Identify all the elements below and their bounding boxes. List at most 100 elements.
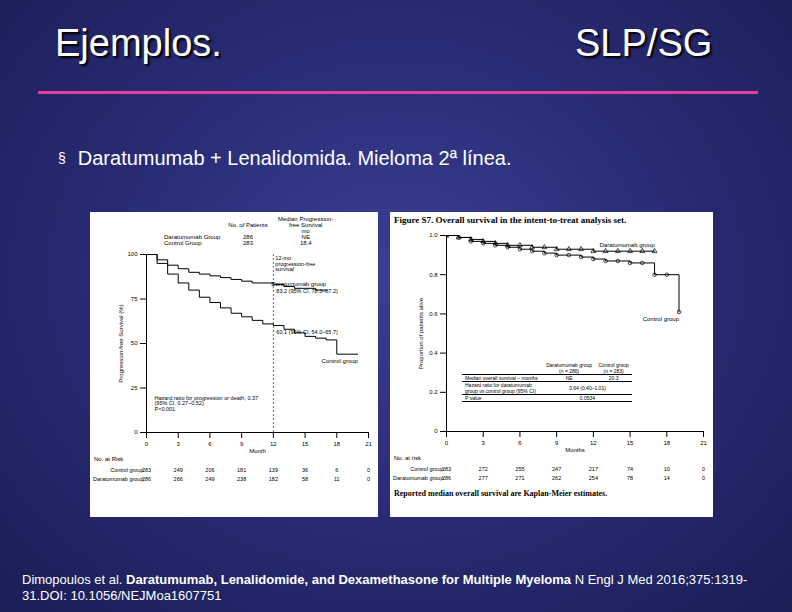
svg-text:Daratumumab group: Daratumumab group [93,476,143,482]
html-text:Hazard ratio for daratumumab g: Hazard ratio for daratumumab group vs co… [465,382,536,394]
svg-text:0: 0 [702,475,705,481]
svg-text:286: 286 [442,475,451,481]
html-text:Control Group: Control Group [164,240,202,246]
svg-text:0.8: 0.8 [429,272,438,278]
html-text:No. at Risk: No. at Risk [94,456,124,462]
svg-text:Control group: Control group [322,358,359,364]
svg-text:12: 12 [590,440,597,446]
html-text:Median overall survival – mont: Median overall survival – months [465,375,538,381]
svg-text:139: 139 [269,467,278,473]
svg-text:255: 255 [515,466,524,472]
html-text:NE: NE [301,234,310,240]
svg-text:238: 238 [237,476,246,482]
html-text:mo: mo [301,228,310,234]
svg-text:50: 50 [131,340,138,346]
svg-text:286: 286 [142,476,151,482]
svg-text:249: 249 [174,467,183,473]
html-text:P value: P value [465,395,482,401]
html-text:0.0534: 0.0534 [579,395,596,401]
svg-text:0.4: 0.4 [429,350,438,356]
svg-text:0: 0 [145,441,149,447]
svg-text:283: 283 [142,467,151,473]
html-text:NE: NE [565,375,573,381]
svg-text:21: 21 [365,441,372,447]
svg-text:0: 0 [434,428,438,434]
svg-text:100: 100 [127,251,138,257]
svg-text:75: 75 [131,296,138,302]
svg-text:6: 6 [208,441,212,447]
svg-text:Month: Month [249,448,266,454]
html-text:Reported median overall surviv: Reported median overall survival are Kap… [394,489,608,498]
svg-text:12-moprogression-freesurvival: 12-moprogression-freesurvival [275,255,315,272]
svg-text:Proportion of patients alive: Proportion of patients alive [418,297,424,369]
svg-text:Control group: Control group [643,316,680,322]
html-text:Median Progression-free Surviv: Median Progression-free Survival [278,216,334,228]
svg-text:14: 14 [664,475,670,481]
svg-text:15: 15 [302,441,309,447]
svg-text:217: 217 [589,466,598,472]
html-text:Figure S7. Overall survival in: Figure S7. Overall survival in the inten… [394,215,627,225]
html-text:18.4: 18.4 [299,240,312,246]
svg-text:Progression-free Survival (%): Progression-free Survival (%) [118,304,124,382]
html-text:No. of Patients: No. of Patients [228,222,268,228]
svg-text:25: 25 [131,385,138,391]
svg-text:0.6: 0.6 [429,311,438,317]
svg-text:Daratumumab group: Daratumumab group [393,475,443,481]
html-text:Daratumumab + Lenalidomida. Mi: Daratumumab + Lenalidomida. Mieloma 2ª l… [77,147,512,169]
svg-text:0: 0 [367,476,370,482]
html-text:283: 283 [243,240,253,246]
html-text:20.3: 20.3 [608,375,619,381]
svg-text:36: 36 [302,467,308,473]
html-text:SLP/SG: SLP/SG [575,22,713,64]
svg-text:3: 3 [177,441,181,447]
svg-text:0: 0 [134,429,138,435]
svg-text:6: 6 [518,440,522,446]
svg-text:60.1 (95% CI, 54.0–65.7): 60.1 (95% CI, 54.0–65.7) [276,329,338,335]
svg-text:0: 0 [702,466,705,472]
html-text:Control group (n = 283): Control group (n = 283) [598,362,629,374]
svg-text:21: 21 [700,440,707,446]
svg-text:9: 9 [240,441,244,447]
svg-text:1.0: 1.0 [429,232,438,238]
html-text:Daratumumab group (n = 286): Daratumumab group (n = 286) [546,362,593,374]
svg-text:247: 247 [552,466,561,472]
svg-text:206: 206 [205,467,214,473]
html-text:Dimopoulos et al. Daratumumab,: Dimopoulos et al. Daratumumab, Lenalidom… [22,572,748,603]
html-text:286: 286 [243,234,253,240]
svg-text:254: 254 [589,475,598,481]
svg-text:249: 249 [205,476,214,482]
svg-text:Control group: Control group [410,466,443,472]
svg-text:Daratumumab group: Daratumumab group [600,242,656,248]
svg-text:6: 6 [335,467,338,473]
svg-text:Control group: Control group [110,467,143,473]
svg-text:9: 9 [555,440,559,446]
svg-text:Months: Months [565,447,585,453]
svg-text:83.2 (95% CI, 78.3–87.2): 83.2 (95% CI, 78.3–87.2) [276,288,338,294]
svg-text:74: 74 [627,466,633,472]
svg-text:15: 15 [627,440,634,446]
svg-text:0.2: 0.2 [429,389,438,395]
svg-text:283: 283 [442,466,451,472]
svg-text:58: 58 [302,476,308,482]
svg-text:10: 10 [664,466,670,472]
html-text:Ejemplos.: Ejemplos. [55,22,222,64]
svg-text:12: 12 [270,441,277,447]
html-text:0.64 (0.40–1.01): 0.64 (0.40–1.01) [569,385,606,391]
html-text:Daratumumab Group: Daratumumab Group [164,234,221,240]
svg-text:277: 277 [479,475,488,481]
svg-text:18: 18 [663,440,670,446]
svg-text:11: 11 [334,476,340,482]
svg-text:0: 0 [445,440,449,446]
svg-text:262: 262 [552,475,561,481]
svg-text:Daratumumab group: Daratumumab group [271,281,327,287]
svg-text:272: 272 [479,466,488,472]
svg-text:181: 181 [237,467,246,473]
svg-text:271: 271 [515,475,524,481]
svg-text:0: 0 [367,467,370,473]
svg-text:182: 182 [269,476,278,482]
svg-text:78: 78 [627,475,633,481]
svg-text:3: 3 [482,440,486,446]
svg-text:18: 18 [333,441,340,447]
svg-text:Hazard ratio for progression o: Hazard ratio for progression or death, 0… [155,395,259,412]
svg-text:266: 266 [174,476,183,482]
